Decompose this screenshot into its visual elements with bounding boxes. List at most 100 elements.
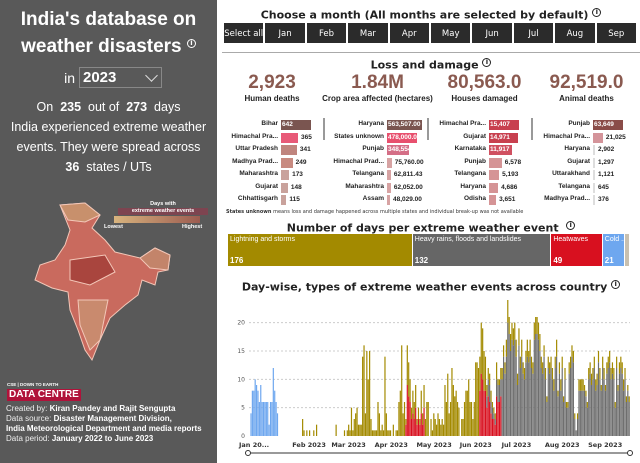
day-bar[interactable]: [482, 328, 484, 380]
day-bar[interactable]: [434, 419, 436, 436]
day-bar[interactable]: [609, 362, 611, 436]
bar[interactable]: [593, 120, 623, 130]
month-button-mar[interactable]: Mar: [347, 22, 389, 44]
day-bar[interactable]: [498, 379, 501, 385]
day-bar[interactable]: [353, 419, 355, 436]
day-bar[interactable]: [458, 407, 460, 436]
event-tile[interactable]: Lightning and storms 176: [228, 234, 412, 266]
day-bar[interactable]: [568, 373, 570, 436]
day-bar[interactable]: [610, 368, 612, 380]
bar[interactable]: [387, 157, 392, 168]
day-bar[interactable]: [574, 413, 576, 419]
day-bar[interactable]: [516, 385, 519, 436]
day-bar[interactable]: [449, 402, 452, 436]
day-bar[interactable]: [493, 413, 495, 419]
day-bar[interactable]: [463, 402, 466, 436]
bar[interactable]: [593, 195, 595, 205]
day-bar[interactable]: [346, 430, 348, 436]
day-bar[interactable]: [496, 362, 498, 380]
day-bar[interactable]: [582, 379, 584, 391]
day-bar[interactable]: [547, 368, 549, 436]
day-bar[interactable]: [625, 396, 628, 402]
list-item[interactable]: Gujarat: [222, 183, 278, 194]
day-bar[interactable]: [422, 424, 424, 436]
list-item[interactable]: Haryana: [326, 120, 384, 131]
day-bar[interactable]: [561, 368, 563, 436]
day-bar[interactable]: [509, 351, 512, 436]
scrollbar[interactable]: [427, 118, 429, 140]
day-bar[interactable]: [581, 379, 583, 391]
day-bar[interactable]: [455, 390, 457, 436]
bar[interactable]: [387, 170, 391, 180]
day-bar[interactable]: [558, 373, 561, 436]
day-bar[interactable]: [535, 334, 537, 436]
day-bar[interactable]: [438, 419, 440, 436]
day-bar[interactable]: [572, 362, 574, 436]
day-bar[interactable]: [523, 379, 526, 436]
day-bar[interactable]: [512, 328, 514, 346]
day-bar[interactable]: [518, 345, 520, 436]
day-bar[interactable]: [444, 385, 446, 436]
day-bar[interactable]: [551, 368, 554, 380]
bar[interactable]: [281, 195, 287, 205]
day-bar[interactable]: [585, 396, 587, 436]
day-bar[interactable]: [565, 407, 567, 436]
day-bar[interactable]: [262, 402, 265, 436]
year-dropdown[interactable]: 2023: [79, 67, 162, 88]
day-bar[interactable]: [603, 379, 605, 436]
day-bar[interactable]: [504, 373, 506, 436]
day-bar[interactable]: [514, 339, 516, 436]
bar[interactable]: [281, 132, 299, 143]
day-bar[interactable]: [482, 379, 484, 436]
day-bar[interactable]: [500, 379, 502, 397]
day-bar[interactable]: [303, 430, 305, 436]
day-bar[interactable]: [413, 419, 415, 436]
day-bar[interactable]: [518, 328, 520, 346]
day-bar[interactable]: [586, 402, 588, 408]
day-bar[interactable]: [437, 413, 439, 436]
day-bar[interactable]: [475, 362, 477, 436]
day-bar[interactable]: [526, 356, 528, 436]
month-button-jan[interactable]: Jan: [264, 22, 306, 44]
day-bar[interactable]: [480, 322, 482, 374]
day-bar[interactable]: [384, 356, 386, 436]
day-bar[interactable]: [402, 413, 404, 436]
day-bar[interactable]: [484, 356, 487, 391]
day-bar[interactable]: [255, 385, 258, 436]
day-bar[interactable]: [563, 396, 565, 402]
day-bar[interactable]: [427, 402, 429, 436]
day-bar[interactable]: [362, 356, 364, 436]
day-bar[interactable]: [420, 413, 422, 436]
day-bar[interactable]: [514, 322, 516, 340]
day-bar[interactable]: [556, 339, 558, 357]
day-bar[interactable]: [500, 396, 502, 436]
day-bar[interactable]: [507, 300, 509, 323]
day-bar[interactable]: [413, 402, 415, 419]
list-item[interactable]: Haryana: [534, 145, 590, 156]
day-bar[interactable]: [533, 339, 535, 436]
list-item[interactable]: Punjab: [534, 120, 590, 131]
day-bar[interactable]: [420, 390, 422, 414]
day-bar[interactable]: [604, 390, 607, 436]
day-bar[interactable]: [412, 390, 414, 414]
list-item[interactable]: Haryana: [430, 183, 486, 194]
list-item[interactable]: Chhattisgarh: [222, 195, 278, 206]
day-bar[interactable]: [385, 413, 387, 436]
day-bar[interactable]: [542, 373, 544, 436]
day-bar[interactable]: [625, 402, 628, 436]
month-button-jun[interactable]: Jun: [471, 22, 513, 44]
day-bar[interactable]: [366, 351, 368, 436]
day-bar[interactable]: [441, 419, 443, 436]
day-bar[interactable]: [589, 373, 591, 436]
day-bar[interactable]: [511, 339, 513, 436]
day-bar[interactable]: [616, 356, 618, 368]
day-bar[interactable]: [550, 356, 552, 368]
day-bar[interactable]: [537, 322, 540, 340]
day-bar[interactable]: [403, 402, 406, 436]
day-bar[interactable]: [409, 379, 411, 402]
day-bar[interactable]: [433, 413, 435, 436]
day-bar[interactable]: [497, 379, 499, 385]
day-bar[interactable]: [532, 362, 534, 374]
day-bar[interactable]: [493, 407, 495, 414]
day-bar[interactable]: [374, 430, 376, 436]
